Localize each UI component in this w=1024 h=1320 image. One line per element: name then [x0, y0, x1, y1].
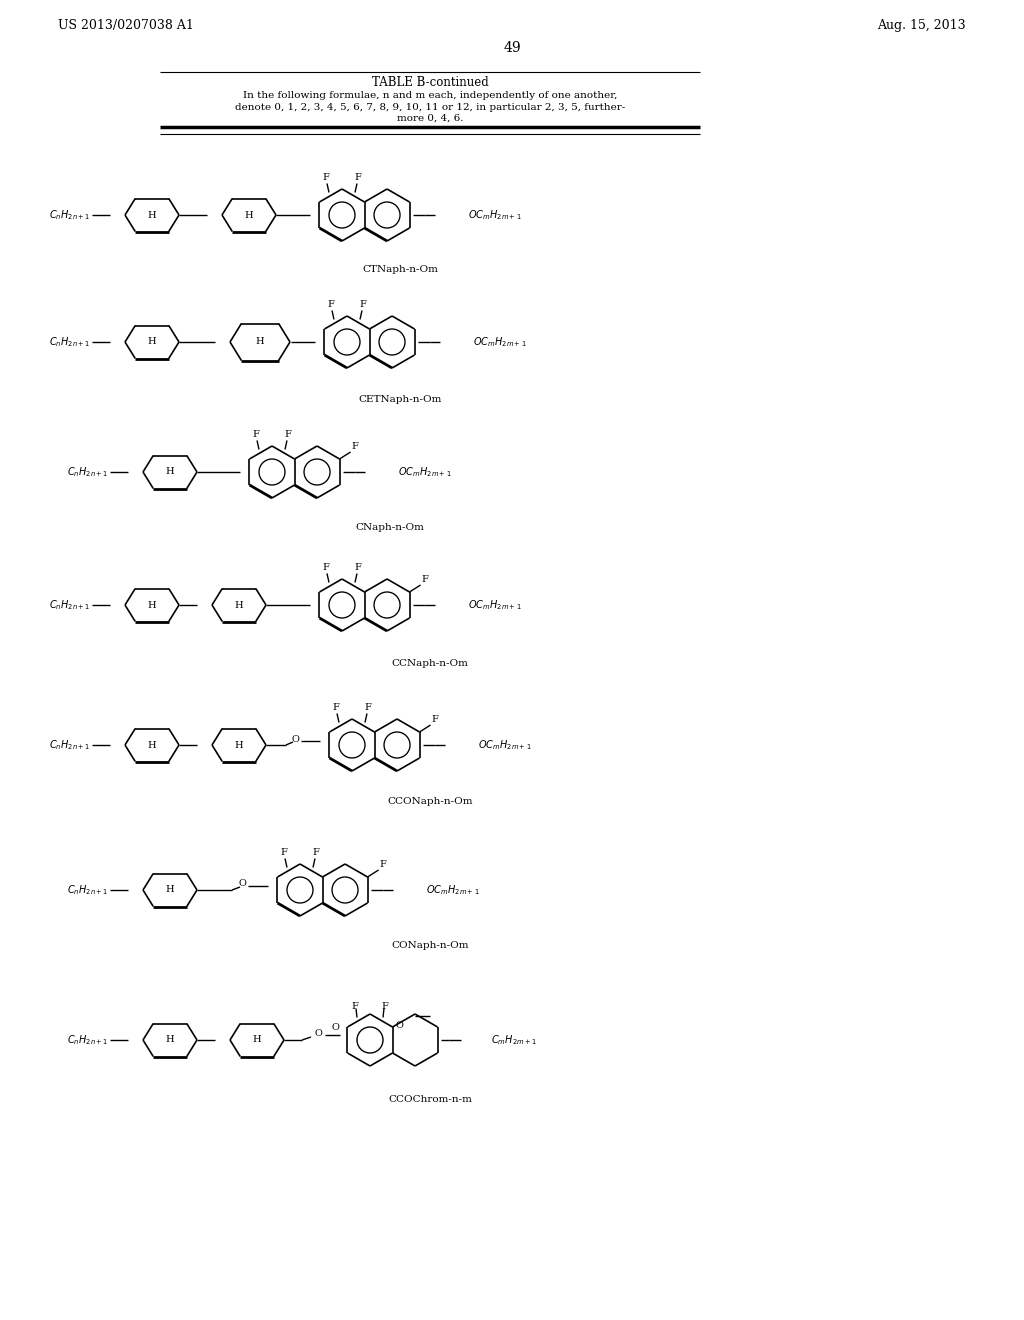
Text: H: H: [234, 601, 244, 610]
Text: $C_mH_{2m+1}$: $C_mH_{2m+1}$: [492, 1034, 537, 1047]
Text: CTNaph-n-Om: CTNaph-n-Om: [362, 265, 438, 275]
Text: $C_nH_{2n+1}$: $C_nH_{2n+1}$: [48, 209, 90, 222]
Text: H: H: [147, 210, 157, 219]
Text: $OC_mH_{2m+1}$: $OC_mH_{2m+1}$: [468, 209, 521, 222]
Text: F: F: [281, 849, 288, 858]
Text: F: F: [351, 1002, 358, 1011]
Text: F: F: [380, 861, 386, 869]
Text: CONaph-n-Om: CONaph-n-Om: [391, 940, 469, 949]
Text: F: F: [354, 564, 361, 573]
Text: more 0, 4, 6.: more 0, 4, 6.: [396, 114, 463, 123]
Text: CCOChrom-n-m: CCOChrom-n-m: [388, 1096, 472, 1105]
Text: F: F: [285, 430, 292, 440]
Text: $OC_mH_{2m+1}$: $OC_mH_{2m+1}$: [478, 738, 531, 752]
Text: H: H: [147, 601, 157, 610]
Text: In the following formulae, n and m each, independently of one another,: In the following formulae, n and m each,…: [243, 91, 617, 100]
Text: O: O: [314, 1030, 322, 1039]
Text: F: F: [431, 715, 438, 723]
Text: H: H: [166, 886, 174, 895]
Text: Aug. 15, 2013: Aug. 15, 2013: [878, 18, 966, 32]
Text: F: F: [253, 430, 259, 440]
Text: CCONaph-n-Om: CCONaph-n-Om: [387, 797, 473, 807]
Text: US 2013/0207038 A1: US 2013/0207038 A1: [58, 18, 194, 32]
Text: H: H: [166, 467, 174, 477]
Text: H: H: [234, 741, 244, 750]
Text: F: F: [354, 173, 361, 182]
Text: F: F: [359, 301, 367, 309]
Text: F: F: [382, 1002, 388, 1011]
Text: $C_nH_{2n+1}$: $C_nH_{2n+1}$: [67, 465, 108, 479]
Text: F: F: [422, 576, 428, 583]
Text: F: F: [328, 301, 335, 309]
Text: F: F: [333, 704, 339, 713]
Text: H: H: [147, 741, 157, 750]
Text: CNaph-n-Om: CNaph-n-Om: [355, 523, 424, 532]
Text: H: H: [147, 338, 157, 346]
Text: H: H: [245, 210, 253, 219]
Text: $OC_mH_{2m+1}$: $OC_mH_{2m+1}$: [473, 335, 526, 348]
Text: O: O: [291, 734, 299, 743]
Text: H: H: [166, 1035, 174, 1044]
Text: $C_nH_{2n+1}$: $C_nH_{2n+1}$: [48, 335, 90, 348]
Text: O: O: [238, 879, 246, 888]
Text: CETNaph-n-Om: CETNaph-n-Om: [358, 395, 441, 404]
Text: denote 0, 1, 2, 3, 4, 5, 6, 7, 8, 9, 10, 11 or 12, in particular 2, 3, 5, furthe: denote 0, 1, 2, 3, 4, 5, 6, 7, 8, 9, 10,…: [234, 103, 625, 111]
Text: 49: 49: [503, 41, 521, 55]
Text: $C_nH_{2n+1}$: $C_nH_{2n+1}$: [67, 883, 108, 896]
Text: O: O: [395, 1020, 403, 1030]
Text: H: H: [256, 338, 264, 346]
Text: F: F: [312, 849, 319, 858]
Text: CCNaph-n-Om: CCNaph-n-Om: [391, 659, 468, 668]
Text: F: F: [365, 704, 372, 713]
Text: $OC_mH_{2m+1}$: $OC_mH_{2m+1}$: [426, 883, 479, 896]
Text: $C_nH_{2n+1}$: $C_nH_{2n+1}$: [48, 598, 90, 612]
Text: $C_nH_{2n+1}$: $C_nH_{2n+1}$: [48, 738, 90, 752]
Text: F: F: [323, 564, 330, 573]
Text: F: F: [351, 442, 358, 451]
Text: O: O: [332, 1023, 340, 1031]
Text: $OC_mH_{2m+1}$: $OC_mH_{2m+1}$: [398, 465, 452, 479]
Text: TABLE B-continued: TABLE B-continued: [372, 75, 488, 88]
Text: F: F: [323, 173, 330, 182]
Text: H: H: [253, 1035, 261, 1044]
Text: $OC_mH_{2m+1}$: $OC_mH_{2m+1}$: [468, 598, 521, 612]
Text: $C_nH_{2n+1}$: $C_nH_{2n+1}$: [67, 1034, 108, 1047]
